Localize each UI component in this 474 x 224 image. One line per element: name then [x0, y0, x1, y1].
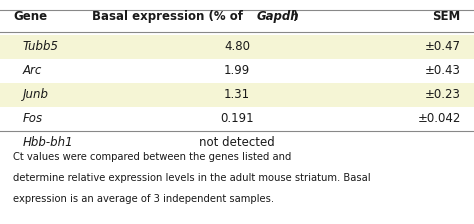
Text: 1.99: 1.99: [224, 64, 250, 77]
Text: ): ): [292, 10, 297, 23]
Text: determine relative expression levels in the adult mouse striatum. Basal: determine relative expression levels in …: [13, 173, 371, 183]
Text: Hbb-bh1: Hbb-bh1: [23, 136, 73, 149]
Text: expression is an average of 3 independent samples.: expression is an average of 3 independen…: [13, 194, 274, 204]
Text: Fos: Fos: [23, 112, 43, 125]
Text: not detected: not detected: [199, 136, 275, 149]
Text: Tubb5: Tubb5: [23, 40, 59, 53]
Text: Junb: Junb: [23, 88, 49, 101]
Text: ±0.042: ±0.042: [417, 112, 461, 125]
Text: SEM: SEM: [432, 10, 461, 23]
Text: 4.80: 4.80: [224, 40, 250, 53]
Text: Basal expression (% of: Basal expression (% of: [92, 10, 247, 23]
Text: 1.31: 1.31: [224, 88, 250, 101]
Text: 0.191: 0.191: [220, 112, 254, 125]
Text: Ct values were compared between the genes listed and: Ct values were compared between the gene…: [13, 152, 295, 162]
Text: Gene: Gene: [13, 10, 47, 23]
Bar: [0, 83, 474, 107]
Text: ±0.47: ±0.47: [425, 40, 461, 53]
Text: ±0.43: ±0.43: [425, 64, 461, 77]
Text: Gapdh: Gapdh: [256, 10, 299, 23]
Text: Arc: Arc: [23, 64, 42, 77]
Text: ±0.23: ±0.23: [425, 88, 461, 101]
Bar: [0, 35, 474, 59]
